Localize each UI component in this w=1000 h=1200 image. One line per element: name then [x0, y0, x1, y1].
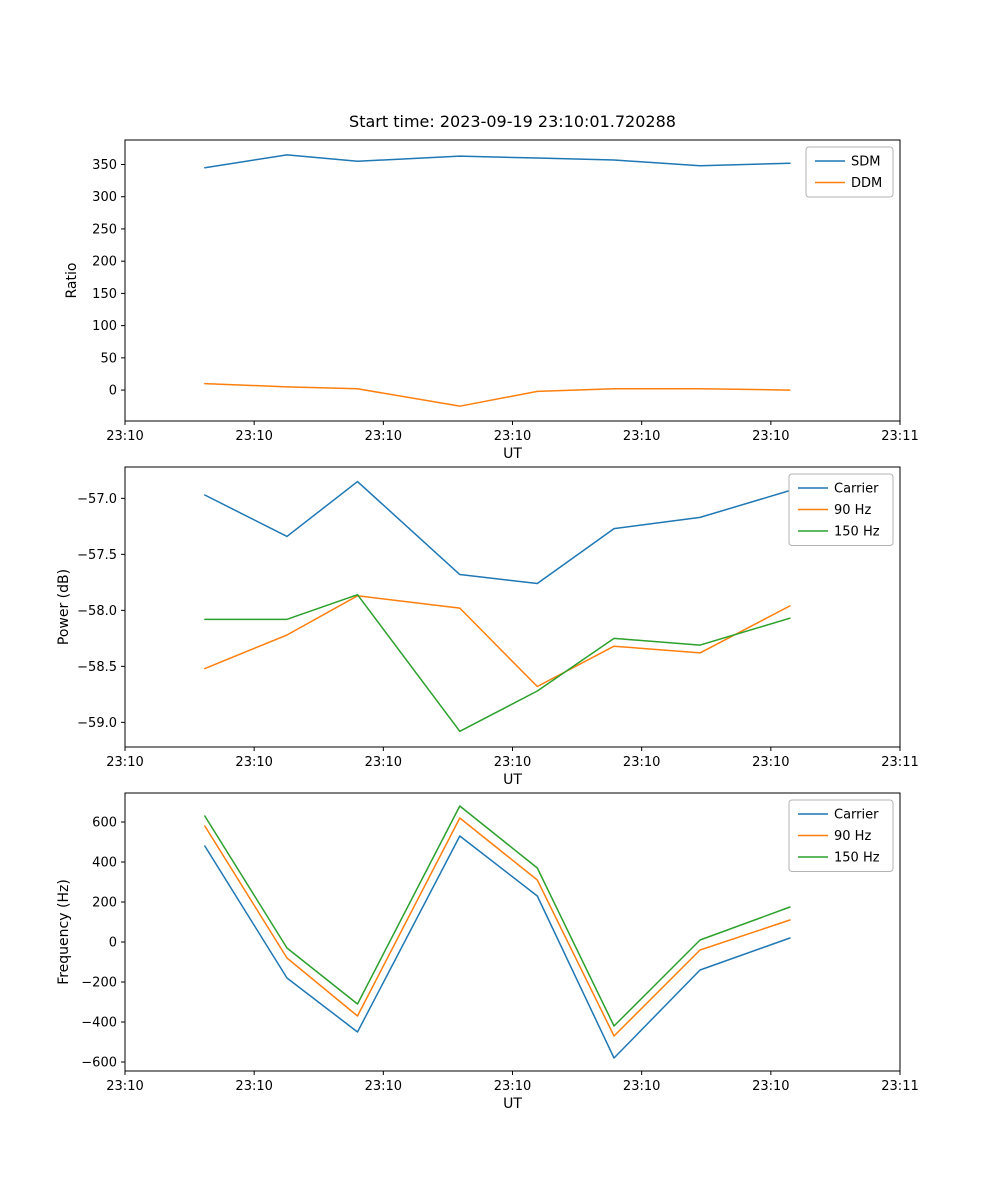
chart-frequency-hz: 23:10 23:10 23:10 23:10 23:10 23:10 23:11 600 40… — [56, 792, 919, 1112]
y-tick-label: 0 — [109, 936, 117, 951]
legend-label: Carrier — [834, 808, 879, 823]
x-tick-label: 23:11 — [881, 429, 918, 444]
x-axis-label: UT — [503, 1096, 522, 1112]
x-tick-label: 23:10 — [106, 429, 143, 444]
x-tick-label: 23:10 — [365, 1079, 402, 1094]
series-line-carrier — [204, 835, 791, 1059]
x-axis-label: UT — [503, 772, 522, 788]
axes-frame — [124, 466, 901, 748]
y-tick-label: −57.5 — [77, 548, 117, 563]
y-axis-label: Power (dB) — [56, 569, 72, 645]
x-tick-label: 23:10 — [494, 1079, 531, 1094]
x-tick-label: 23:10 — [752, 429, 789, 444]
x-tick-label: 23:10 — [494, 755, 531, 770]
x-tick-label: 23:10 — [235, 1079, 272, 1094]
legend-box — [788, 799, 894, 872]
y-tick-label: −57.0 — [77, 492, 117, 507]
x-axis-label: UT — [503, 446, 522, 462]
legend-label: DDM — [851, 176, 882, 191]
series-line-90-hz — [204, 595, 791, 688]
x-tick-label: 23:11 — [881, 755, 918, 770]
axes-frame — [124, 792, 901, 1072]
x-tick-label: 23:10 — [623, 1079, 660, 1094]
x-tick-label: 23:10 — [623, 429, 660, 444]
legend-box — [805, 146, 894, 198]
y-tick-label: 250 — [92, 222, 117, 237]
y-tick-label: 600 — [92, 816, 117, 831]
legend-label: 150 Hz — [834, 525, 880, 540]
x-tick-label: 23:10 — [365, 429, 402, 444]
x-tick-label: 23:10 — [235, 429, 272, 444]
legend-label: 90 Hz — [834, 503, 871, 518]
y-tick-label: −59.0 — [77, 716, 117, 731]
series-line-sdm — [204, 154, 791, 169]
x-tick-label: 23:11 — [881, 1079, 918, 1094]
y-tick-label: 350 — [92, 158, 117, 173]
legend-box — [788, 473, 894, 546]
legend-label: SDM — [851, 155, 880, 170]
x-tick-label: 23:10 — [365, 755, 402, 770]
x-tick-label: 23:10 — [623, 755, 660, 770]
x-tick-label: 23:10 — [752, 1079, 789, 1094]
series-line-90-hz — [204, 817, 791, 1037]
series-line-150-hz — [204, 593, 791, 733]
series-line-carrier — [204, 480, 791, 585]
series-line-150-hz — [204, 805, 791, 1027]
y-tick-label: −200 — [81, 976, 117, 991]
legend: Carrier 90 Hz 150 Hz — [788, 473, 894, 546]
figure-title: Start time: 2023-09-19 23:10:01.720288 — [349, 112, 676, 131]
series-line-ddm — [204, 382, 791, 407]
chart-ratio: 23:10 23:10 23:10 23:10 23:10 23:10 23:11 0 50 10… — [64, 139, 919, 462]
y-tick-label: 0 — [109, 384, 117, 399]
y-tick-label: 50 — [100, 351, 117, 366]
y-tick-label: −400 — [81, 1016, 117, 1031]
x-tick-label: 23:10 — [752, 755, 789, 770]
y-tick-label: 400 — [92, 856, 117, 871]
x-tick-label: 23:10 — [106, 1079, 143, 1094]
legend: Carrier 90 Hz 150 Hz — [788, 799, 894, 872]
legend-label: Carrier — [834, 482, 879, 497]
y-axis-label: Ratio — [64, 263, 80, 299]
x-tick-label: 23:10 — [235, 755, 272, 770]
y-tick-label: −58.5 — [77, 660, 117, 675]
y-tick-label: 200 — [92, 255, 117, 270]
y-tick-label: 300 — [92, 190, 117, 205]
x-tick-label: 23:10 — [106, 755, 143, 770]
x-tick-label: 23:10 — [494, 429, 531, 444]
y-tick-label: 150 — [92, 287, 117, 302]
y-tick-label: 200 — [92, 896, 117, 911]
y-axis-label: Frequency (Hz) — [56, 879, 72, 985]
y-tick-label: −58.0 — [77, 604, 117, 619]
chart-power-db: 23:10 23:10 23:10 23:10 23:10 23:10 23:11 −57.0… — [56, 466, 919, 788]
legend-label: 90 Hz — [834, 829, 871, 844]
y-tick-label: 100 — [92, 319, 117, 334]
legend-label: 150 Hz — [834, 851, 880, 866]
axes-frame — [124, 139, 901, 422]
y-tick-label: −600 — [81, 1056, 117, 1071]
legend: SDM DDM — [805, 146, 894, 198]
